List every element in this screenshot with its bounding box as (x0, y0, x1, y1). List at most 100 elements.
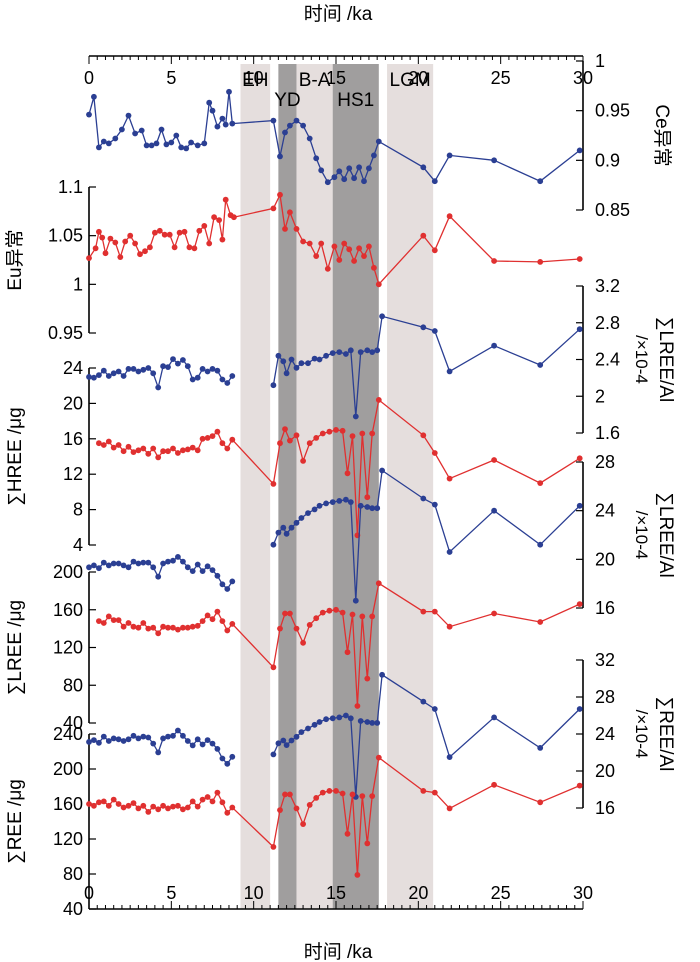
lree-blue-point (125, 564, 132, 571)
ce-blue-point (96, 144, 102, 151)
eu-red-point (324, 265, 331, 272)
ree-blue-point (120, 738, 127, 744)
top-x-tick-label: 25 (491, 68, 511, 88)
hreeal-blue-point (336, 349, 343, 355)
ce-blue-point (86, 111, 92, 118)
hreeal-blue-point (379, 313, 385, 320)
ree-blue-point (125, 736, 132, 743)
ree-blue-point (140, 733, 147, 740)
lree-axis-title: ∑LREE /μg (5, 600, 26, 695)
eu-red-point (356, 245, 362, 252)
lreeal-blue-point (275, 529, 282, 536)
eu-red-point (420, 232, 427, 239)
reeal-blue-point (491, 714, 497, 721)
ce-blue-point (341, 176, 348, 183)
lreeal-blue-point (280, 524, 287, 531)
lree-red-point (175, 626, 181, 633)
lreeal-blue-point (446, 549, 453, 555)
ce-blue-point (324, 179, 331, 186)
ree-red-point (145, 809, 152, 815)
hree-blue-point (150, 370, 157, 377)
hree-red-point (175, 450, 181, 456)
ce-blue-point (163, 141, 170, 148)
lree-blue-point (115, 560, 122, 567)
reeal-blue-point (316, 719, 323, 725)
hreeal-blue-point (374, 347, 381, 354)
hree-red-point (120, 448, 127, 455)
lreeal-blue-point (293, 519, 300, 526)
lree-blue-point (224, 586, 231, 592)
ree-red-point (125, 802, 132, 809)
ce-blue-point (178, 144, 185, 151)
lree-blue-point (130, 558, 137, 565)
hree-red-point (306, 440, 313, 447)
ree-tick-label: 80 (63, 864, 83, 884)
hreeal-blue-point (270, 382, 277, 389)
lreeal-blue-point (420, 495, 427, 502)
lree-red-point (306, 622, 313, 628)
lree-blue-point (140, 559, 147, 566)
ree-blue-point (189, 742, 196, 749)
lree-red-point (375, 580, 382, 587)
band-eh (240, 64, 271, 909)
ree-blue-point (219, 755, 226, 762)
eu-red-point (142, 248, 148, 255)
lreeal-blue-point (305, 510, 311, 516)
ree-red-point (537, 799, 544, 806)
hree-blue-point (204, 368, 211, 375)
reeal-blue-point (347, 715, 354, 722)
lree-red-point (115, 617, 122, 623)
ree-blue-point (229, 753, 236, 760)
ree-red-point (91, 802, 97, 809)
hree-red-point (96, 440, 102, 447)
eu-red-point (222, 196, 229, 203)
hree-red-point (135, 447, 142, 454)
hree-red-point (364, 494, 371, 501)
band-label-b-a: B-A (299, 70, 331, 91)
eu-red-point (96, 228, 102, 235)
top-x-tick-label: 20 (408, 68, 428, 88)
lreeal-blue-point (270, 541, 277, 548)
lree-red-point (135, 624, 142, 631)
hree-blue-point (155, 384, 162, 391)
lree-blue-point (189, 568, 196, 574)
reeal-blue-point (420, 698, 427, 705)
ree-blue-point (209, 740, 216, 747)
eu-red-point (191, 245, 198, 252)
eu-red-point (196, 227, 203, 234)
ree-red-point (170, 803, 176, 810)
ree-blue-point (100, 733, 107, 740)
hreeal-tick-label: 1.6 (595, 423, 620, 443)
lree-blue-series-line (88, 556, 233, 591)
hree-blue-point (224, 380, 231, 386)
lreeal-blue-point (298, 515, 305, 521)
lreeal-tick-label: 28 (595, 452, 615, 472)
eu-red-point (107, 235, 114, 242)
reeal-blue-point (298, 729, 305, 735)
ce-blue-point (201, 140, 208, 147)
ree-blue-point (86, 739, 92, 745)
lreeal-blue-point (283, 530, 290, 537)
ree-red-point (189, 798, 196, 805)
lreeal-blue-point (374, 505, 381, 512)
lree-red-point (100, 620, 107, 626)
lreeal-blue-point (347, 499, 354, 505)
ree-red-point (115, 801, 122, 807)
hreeal-blue-point (420, 324, 427, 331)
ree-red-point (287, 791, 293, 798)
lree-red-point (369, 613, 376, 620)
hreeal-blue-point (275, 352, 282, 359)
ce-blue-point (318, 167, 325, 174)
ce-blue-point (132, 130, 139, 137)
lree-red-point (420, 608, 427, 615)
lree-red-point (537, 619, 544, 625)
hree-blue-point (145, 365, 152, 371)
lree-red-point (180, 624, 186, 631)
ree-red-point (313, 795, 320, 801)
hreeal-tick-label: 2 (595, 386, 605, 406)
lree-red-point (184, 624, 191, 631)
ree-red-point (339, 790, 346, 797)
bottom-x-tick-label: 5 (166, 883, 176, 903)
hree-axis-title: ∑HREE /μg (5, 407, 26, 505)
ree-blue-point (91, 737, 97, 743)
